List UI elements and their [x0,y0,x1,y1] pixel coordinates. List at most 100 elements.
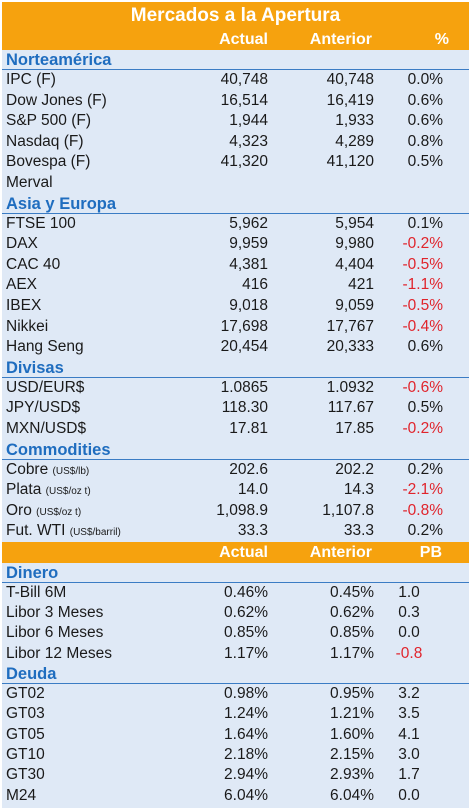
instrument-name: CAC 40 [6,255,61,273]
row-label: IBEX [2,296,186,317]
table-row: Bovespa (F) 41,320 41,120 0.5% [2,152,469,173]
table-row: Dow Jones (F) 16,514 16,419 0.6% [2,91,469,112]
section-title: Norteamérica [2,50,469,70]
value-actual: 40,748 [220,71,268,88]
value-change: 0.6% [407,91,443,109]
value-change: 0.6% [407,112,443,130]
value-actual: 0.62% [224,604,268,622]
value-pb: -0.8 [395,644,423,662]
value-actual: 33.3 [237,522,268,540]
value-actual: 20,454 [220,338,268,356]
section-title: Divisas [2,357,469,378]
value-change: -0.4% [402,317,444,335]
row-label: Oro (US$/oz t) [2,501,186,522]
value-anterior: 14.3 [343,481,374,499]
value-actual: 118.30 [221,399,268,417]
value-anterior: 0.62% [330,604,374,622]
table-title: Mercados a la Apertura [2,2,469,30]
table-row: FTSE 100 5,962 5,954 0.1% [2,214,469,235]
table-row: GT10 2.18% 2.15% 3.0 [2,745,469,765]
instrument-name: Oro [6,501,32,519]
value-change: 0.2% [407,460,443,478]
row-label: Hang Seng [2,337,186,358]
instrument-name: GT02 [6,685,45,703]
header-actual: Actual [219,31,268,48]
value-anterior: 41,120 [326,153,374,171]
value-pb: 1.0 [398,583,420,601]
row-label: Nasdaq (F) [2,132,186,153]
value-actual: 41,320 [220,153,268,171]
section-title: Commodities [2,439,469,460]
instrument-name: Bovespa (F) [6,153,91,171]
value-pb: 4.1 [398,725,420,743]
value-anterior: 1.21% [330,705,374,723]
table-row: M24 6.04% 6.04% 0.0 [2,786,469,806]
value-anterior: 5,954 [335,214,374,232]
value-actual: 17,698 [220,317,268,335]
instrument-name: Fut. WTI [6,522,66,540]
table-row: Plata (US$/oz t) 14.0 14.3 -2.1% [2,480,469,501]
table-row: Libor 6 Meses 0.85% 0.85% 0.0 [2,623,469,643]
value-anterior: 4,289 [335,132,374,150]
value-pb: 1.7 [398,766,420,784]
value-anterior: 1,107.8 [322,501,374,519]
instrument-name: M24 [6,786,37,804]
value-change: 0.5% [407,399,443,417]
table-row: IBEX 9,018 9,059 -0.5% [2,296,469,317]
row-label: Cobre (US$/lb) [2,460,186,481]
instrument-name: Libor 3 Meses [6,604,104,622]
value-actual: 4,381 [229,255,268,273]
value-actual: 4,323 [229,132,268,150]
value-anterior: 1,933 [335,112,374,130]
header-actual: Actual [219,543,268,561]
value-pb: 3.0 [398,745,420,763]
table-row: T-Bill 6M 0.46% 0.45% 1.0 [2,583,469,603]
value-actual: 17.81 [229,419,268,437]
instrument-name: IPC (F) [6,71,56,88]
value-anterior: 0.85% [330,624,374,642]
row-label: GT30 [2,765,186,785]
row-label: Nikkei [2,317,186,338]
row-label: GT10 [2,745,186,765]
value-change: -0.8% [402,501,444,519]
instrument-name: Cobre [6,460,49,478]
table-row: GT05 1.64% 1.60% 4.1 [2,725,469,745]
value-anterior: 9,059 [335,296,374,314]
section-dinero: Dinero T-Bill 6M 0.46% 0.45% 1.0 Libor 3 Mes… [2,562,469,664]
unit-label: (US$/oz t) [36,506,82,518]
instrument-name: Hang Seng [6,338,84,356]
value-anterior: 421 [348,276,374,294]
row-label: GT05 [2,725,186,745]
table-row: Libor 12 Meses 1.17% 1.17% -0.8 [2,644,469,664]
value-actual: 1.17% [224,644,268,662]
value-anterior: 0.45% [330,583,374,601]
value-actual: 0.46% [224,583,268,601]
instrument-name: Nikkei [6,317,49,335]
instrument-name: Merval [6,173,53,191]
table-row: DAX 9,959 9,980 -0.2% [2,234,469,255]
value-anterior: 17,767 [326,317,374,335]
value-actual: 6.04% [224,786,268,804]
value-actual: 2.18% [224,745,268,763]
instrument-name: GT10 [6,745,45,763]
section-title: Deuda [2,664,469,685]
value-actual: 0.85% [224,624,268,642]
instrument-name: JPY/USD$ [6,399,81,417]
instrument-name: IBEX [6,296,42,314]
value-anterior: 17.85 [335,419,374,437]
header-pct: % [434,31,449,48]
value-change: 0.0% [407,71,443,88]
value-anterior: 9,980 [335,235,374,253]
value-anterior: 16,419 [326,91,374,109]
value-actual: 1.0865 [220,378,268,396]
value-anterior: 0.95% [330,685,374,703]
value-actual: 1.64% [224,725,268,743]
row-label: Merval [2,173,186,194]
row-label: M24 [2,786,186,806]
row-label: Dow Jones (F) [2,91,186,112]
table-row: Merval [2,173,469,194]
instrument-name: AEX [6,276,38,294]
instrument-name: DAX [6,235,38,253]
value-actual: 16,514 [220,91,268,109]
value-anterior: 1.0932 [326,378,374,396]
